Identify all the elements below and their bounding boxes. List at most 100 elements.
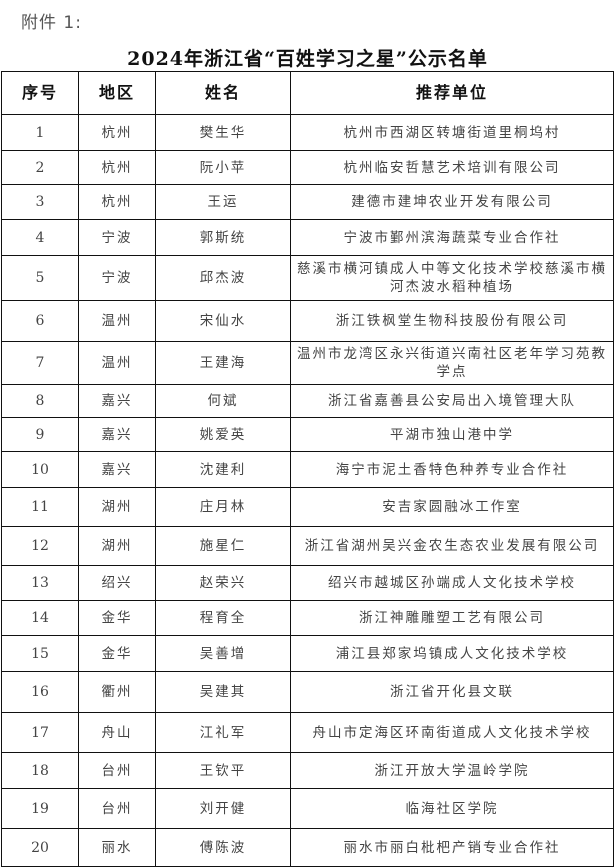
cell-index: 3 <box>1 184 79 220</box>
cell-index: 15 <box>1 635 79 672</box>
cell-index: 17 <box>1 712 79 753</box>
cell-name: 刘开健 <box>155 788 291 829</box>
cell-name: 樊生华 <box>155 114 291 151</box>
cell-index: 14 <box>1 600 79 636</box>
cell-index: 5 <box>1 255 79 301</box>
table-row: 16 衢州 吴建其 浙江省开化县文联 <box>1 671 614 713</box>
cell-unit: 浙江省嘉善县公安局出入境管理大队 <box>290 384 614 418</box>
cell-unit: 浙江省湖州吴兴金农生态农业发展有限公司 <box>290 526 614 566</box>
cell-unit: 杭州市西湖区转塘街道里桐坞村 <box>290 114 614 151</box>
cell-region: 丽水 <box>78 828 156 867</box>
cell-unit: 丽水市丽白枇杷产销专业合作社 <box>290 828 614 867</box>
cell-name: 王建海 <box>155 341 291 385</box>
cell-unit: 杭州临安哲慧艺术培训有限公司 <box>290 150 614 185</box>
table-row: 12 湖州 施星仁 浙江省湖州吴兴金农生态农业发展有限公司 <box>1 526 614 566</box>
table-header-row: 序号 地区 姓名 推荐单位 <box>1 71 614 115</box>
cell-index: 18 <box>1 752 79 789</box>
cell-unit: 绍兴市越城区孙端成人文化技术学校 <box>290 565 614 601</box>
cell-region: 湖州 <box>78 526 156 566</box>
header-name: 姓名 <box>155 71 291 115</box>
table-row: 10 嘉兴 沈建利 海宁市泥土香特色种养专业合作社 <box>1 451 614 488</box>
cell-name: 郭斯统 <box>155 219 291 256</box>
table-row: 7 温州 王建海 温州市龙湾区永兴街道兴南社区老年学习苑教学点 <box>1 341 614 385</box>
cell-region: 杭州 <box>78 114 156 151</box>
table-row: 9 嘉兴 姚爱英 平湖市独山港中学 <box>1 417 614 452</box>
cell-region: 杭州 <box>78 184 156 220</box>
cell-name: 阮小苹 <box>155 150 291 185</box>
cell-name: 沈建利 <box>155 451 291 488</box>
header-region: 地区 <box>78 71 156 115</box>
cell-name: 邱杰波 <box>155 255 291 301</box>
cell-name: 王运 <box>155 184 291 220</box>
cell-region: 温州 <box>78 341 156 385</box>
table-row: 20 丽水 傅陈波 丽水市丽白枇杷产销专业合作社 <box>1 828 614 867</box>
cell-index: 4 <box>1 219 79 256</box>
cell-name: 王钦平 <box>155 752 291 789</box>
cell-index: 20 <box>1 828 79 867</box>
cell-region: 金华 <box>78 600 156 636</box>
cell-region: 金华 <box>78 635 156 672</box>
cell-index: 12 <box>1 526 79 566</box>
cell-unit: 建德市建坤农业开发有限公司 <box>290 184 614 220</box>
cell-region: 台州 <box>78 752 156 789</box>
table-row: 14 金华 程育全 浙江神雕雕塑工艺有限公司 <box>1 600 614 636</box>
cell-region: 宁波 <box>78 255 156 301</box>
cell-index: 6 <box>1 300 79 342</box>
table-row: 5 宁波 邱杰波 慈溪市横河镇成人中等文化技术学校慈溪市横河杰波水稻种植场 <box>1 255 614 301</box>
cell-unit: 平湖市独山港中学 <box>290 417 614 452</box>
cell-unit: 临海社区学院 <box>290 788 614 829</box>
cell-index: 8 <box>1 384 79 418</box>
cell-region: 湖州 <box>78 487 156 527</box>
cell-index: 19 <box>1 788 79 829</box>
cell-unit: 温州市龙湾区永兴街道兴南社区老年学习苑教学点 <box>290 341 614 385</box>
table-row: 13 绍兴 赵荣兴 绍兴市越城区孙端成人文化技术学校 <box>1 565 614 601</box>
cell-unit: 安吉家圆融冰工作室 <box>290 487 614 527</box>
cell-name: 江礼军 <box>155 712 291 753</box>
table-row: 19 台州 刘开健 临海社区学院 <box>1 788 614 829</box>
cell-unit: 浙江铁枫堂生物科技股份有限公司 <box>290 300 614 342</box>
cell-region: 绍兴 <box>78 565 156 601</box>
cell-unit: 浦江县郑家坞镇成人文化技术学校 <box>290 635 614 672</box>
cell-name: 姚爱英 <box>155 417 291 452</box>
header-unit: 推荐单位 <box>290 71 614 115</box>
cell-name: 程育全 <box>155 600 291 636</box>
cell-name: 傅陈波 <box>155 828 291 867</box>
cell-unit: 浙江神雕雕塑工艺有限公司 <box>290 600 614 636</box>
cell-region: 嘉兴 <box>78 417 156 452</box>
table-row: 18 台州 王钦平 浙江开放大学温岭学院 <box>1 752 614 789</box>
table-row: 1 杭州 樊生华 杭州市西湖区转塘街道里桐坞村 <box>1 114 614 151</box>
cell-index: 7 <box>1 341 79 385</box>
cell-unit: 海宁市泥土香特色种养专业合作社 <box>290 451 614 488</box>
cell-region: 嘉兴 <box>78 384 156 418</box>
table-row: 4 宁波 郭斯统 宁波市鄞州滨海蔬菜专业合作社 <box>1 219 614 256</box>
cell-index: 1 <box>1 114 79 151</box>
table-row: 3 杭州 王运 建德市建坤农业开发有限公司 <box>1 184 614 220</box>
cell-index: 13 <box>1 565 79 601</box>
cell-name: 何斌 <box>155 384 291 418</box>
cell-name: 施星仁 <box>155 526 291 566</box>
header-index: 序号 <box>1 71 79 115</box>
cell-name: 赵荣兴 <box>155 565 291 601</box>
table-row: 11 湖州 庄月林 安吉家圆融冰工作室 <box>1 487 614 527</box>
table-row: 6 温州 宋仙水 浙江铁枫堂生物科技股份有限公司 <box>1 300 614 342</box>
cell-name: 吴善增 <box>155 635 291 672</box>
cell-region: 舟山 <box>78 712 156 753</box>
table-row: 15 金华 吴善增 浦江县郑家坞镇成人文化技术学校 <box>1 635 614 672</box>
cell-region: 宁波 <box>78 219 156 256</box>
document-title: 2024年浙江省“百姓学习之星”公示名单 <box>127 48 488 70</box>
cell-region: 台州 <box>78 788 156 829</box>
table-row: 8 嘉兴 何斌 浙江省嘉善县公安局出入境管理大队 <box>1 384 614 418</box>
cell-index: 2 <box>1 150 79 185</box>
cell-unit: 浙江开放大学温岭学院 <box>290 752 614 789</box>
cell-unit: 浙江省开化县文联 <box>290 671 614 713</box>
cell-region: 嘉兴 <box>78 451 156 488</box>
cell-unit: 慈溪市横河镇成人中等文化技术学校慈溪市横河杰波水稻种植场 <box>290 255 614 301</box>
cell-region: 杭州 <box>78 150 156 185</box>
cell-index: 9 <box>1 417 79 452</box>
cell-index: 16 <box>1 671 79 713</box>
attachment-label: 附件 1: <box>21 13 82 33</box>
cell-name: 庄月林 <box>155 487 291 527</box>
cell-index: 11 <box>1 487 79 527</box>
cell-region: 温州 <box>78 300 156 342</box>
cell-index: 10 <box>1 451 79 488</box>
